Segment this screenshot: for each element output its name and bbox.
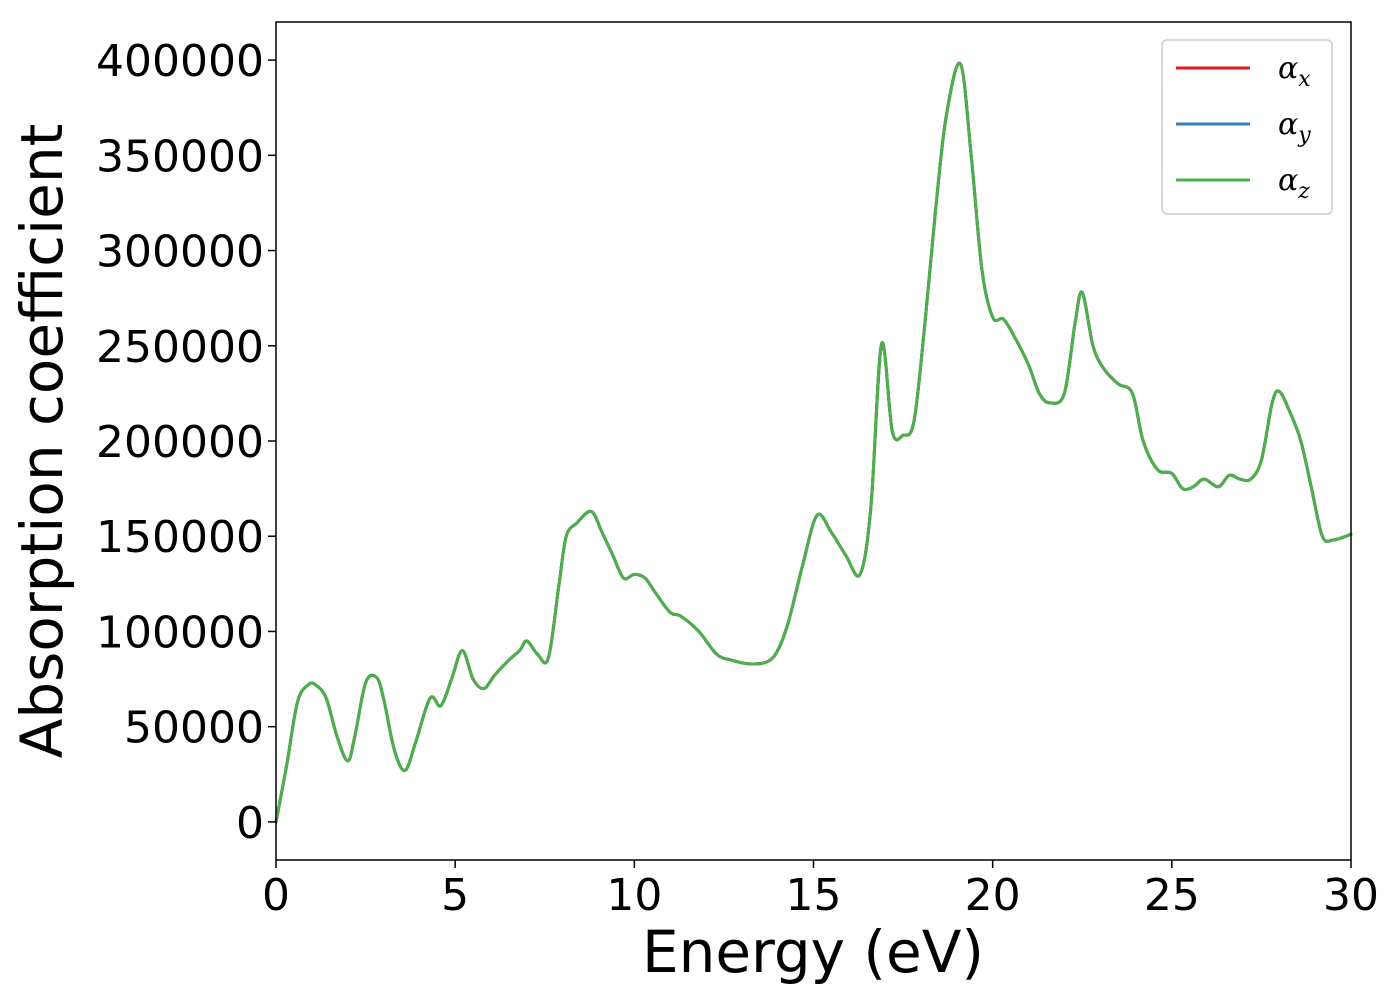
legend-label-y: αy: [1278, 107, 1311, 148]
x-tick-label: 30: [1323, 870, 1379, 921]
legend-label-x: αx: [1278, 51, 1311, 92]
x-tick-label: 10: [606, 870, 662, 921]
x-axis-ticks: 0 5 10 15 20 25 30: [262, 860, 1379, 921]
y-tick-label: 250000: [96, 322, 264, 373]
y-tick-label: 300000: [96, 227, 264, 278]
y-tick-label: 100000: [96, 607, 264, 658]
y-tick-label: 50000: [124, 703, 264, 754]
y-axis-ticks: 0 50000 100000 150000 200000 250000 300000 3500…: [96, 36, 276, 849]
x-tick-label: 0: [262, 870, 290, 921]
legend-label-z: αz: [1278, 163, 1310, 204]
y-tick-label: 400000: [96, 36, 264, 87]
x-axis-title: Energy (eV): [642, 918, 984, 986]
y-axis-title: Absorption coefficient: [8, 124, 76, 759]
x-tick-label: 25: [1144, 870, 1200, 921]
legend: αx αy αz: [1161, 39, 1333, 215]
y-tick-label: 350000: [96, 131, 264, 182]
y-tick-label: 150000: [96, 512, 264, 563]
x-tick-label: 20: [965, 870, 1021, 921]
series-line-z: [274, 61, 1353, 824]
series-layer: [274, 61, 1353, 824]
y-tick-label: 200000: [96, 417, 264, 468]
legend-items: αx αy αz: [1176, 51, 1311, 204]
y-tick-label: 0: [236, 798, 264, 849]
legend-box: [1161, 39, 1333, 215]
x-tick-label: 5: [441, 870, 469, 921]
x-tick-label: 15: [786, 870, 842, 921]
